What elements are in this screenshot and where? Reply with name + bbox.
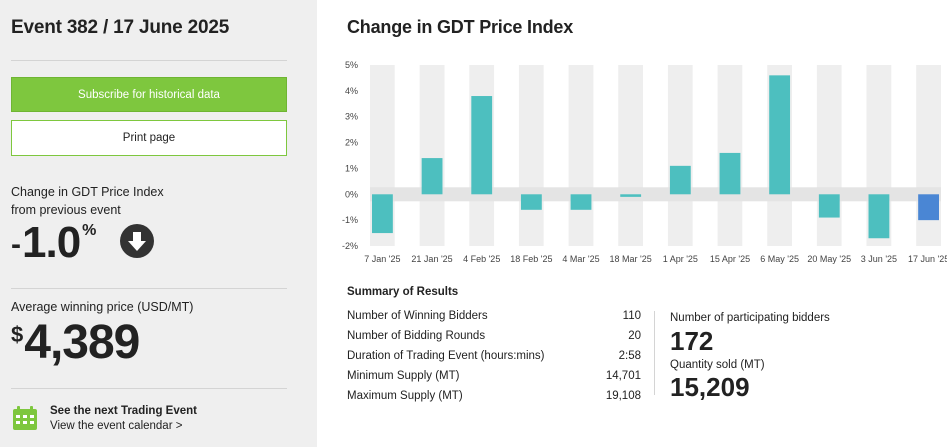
change-number: 1.0 [22,218,81,267]
summary-row: Number of Bidding Rounds 20 [347,330,641,350]
participating-bidders-value: 172 [670,326,714,356]
divider [11,288,287,289]
chart-bar [918,194,939,221]
chart-band [742,65,768,246]
change-label-line2: from previous event [11,203,121,217]
x-tick-label: 4 Mar '25 [562,254,599,264]
chart-band [543,65,569,246]
y-tick-label: 2% [345,138,358,148]
event-calendar-link[interactable]: View the event calendar > [50,420,183,432]
chart-bar [669,165,691,195]
chart-band [643,65,668,246]
x-tick-label: 6 May '25 [760,254,799,264]
price-label: Average winning price (USD/MT) [11,300,194,314]
y-tick-label: -2% [342,241,358,251]
participating-bidders-label: Number of participating bidders [670,312,830,324]
summary-row: Duration of Trading Event (hours:mins) 2… [347,350,641,370]
summary-table: Number of Winning Bidders 110 Number of … [347,310,641,410]
chart-band [593,65,619,246]
chart-bar [868,194,890,239]
zero-band [370,187,941,202]
x-tick-label: 15 Apr '25 [710,254,750,264]
chart-title: Change in GDT Price Index [347,17,574,37]
print-page-button[interactable]: Print page [11,120,287,156]
sidebar: Event 382 / 17 June 2025 Subscribe for h… [0,0,317,447]
summary-divider [654,311,655,395]
change-label: Change in GDT Price Index from previous … [11,183,211,219]
arrow-down-circle-icon [120,224,154,258]
chart-band [692,65,718,246]
next-event-title: See the next Trading Event [50,405,197,417]
chart-band [792,65,817,246]
chart-band [419,65,445,246]
y-tick-label: 1% [345,163,358,173]
summary-label: Duration of Trading Event (hours:mins) [347,350,545,362]
summary-title: Summary of Results [347,286,459,298]
chart-bar [372,194,393,234]
x-tick-label: 17 Jun '25 [908,254,947,264]
summary-label: Maximum Supply (MT) [347,390,463,402]
x-tick-label: 21 Jan '25 [411,254,452,264]
summary-value: 110 [622,310,641,322]
x-tick-label: 7 Jan '25 [364,254,400,264]
x-tick-label: 1 Apr '25 [663,254,698,264]
y-tick-label: 0% [345,189,358,199]
summary-row: Maximum Supply (MT) 19,108 [347,390,641,410]
summary-value: 20 [628,330,641,342]
subscribe-button[interactable]: Subscribe for historical data [11,77,287,112]
chart-bar [471,96,493,195]
quantity-sold-value: 15,209 [670,372,750,402]
chart-bar [570,194,592,210]
chart-bar [520,194,542,210]
summary-value: 19,108 [605,390,641,402]
calendar-icon [11,404,39,432]
chart-band [891,65,917,246]
chart-band [494,65,519,246]
y-tick-label: -1% [342,215,358,225]
chart-bar [421,158,443,195]
price-currency: $ [11,322,24,347]
divider [11,60,287,61]
x-tick-label: 3 Jun '25 [861,254,897,264]
chart-bar [769,75,791,195]
summary-label: Number of Bidding Rounds [347,330,486,342]
summary-value: 2:58 [618,350,641,362]
chart-band [394,65,420,246]
chart-bar [719,152,741,195]
quantity-sold-label: Quantity sold (MT) [670,359,765,371]
chart-band [667,65,693,246]
x-tick-label: 20 May '25 [807,254,851,264]
summary-row: Minimum Supply (MT) 14,701 [347,370,641,390]
y-tick-label: 3% [345,112,358,122]
change-label-line1: Change in GDT Price Index [11,185,164,199]
price-value: $ 4,389 [11,316,140,370]
event-title: Event 382 / 17 June 2025 [11,17,230,38]
chart-band [568,65,594,246]
divider [11,388,287,389]
summary-label: Number of Winning Bidders [347,310,488,322]
chart-bar [620,194,642,197]
change-value: - 1.0 % [11,218,96,268]
change-unit: % [82,222,97,239]
chart-band [816,65,842,246]
x-tick-label: 4 Feb '25 [463,254,500,264]
y-tick-label: 4% [345,86,358,96]
x-tick-label: 18 Feb '25 [510,254,552,264]
price-number: 4,389 [24,316,140,369]
x-tick-label: 18 Mar '25 [610,254,652,264]
summary-value: 14,701 [605,370,641,382]
chart-band [841,65,867,246]
y-tick-label: 5% [345,60,358,70]
change-sign: - [11,228,21,261]
summary-label: Minimum Supply (MT) [347,370,460,382]
summary-row: Number of Winning Bidders 110 [347,310,641,330]
chart-band [618,65,644,246]
price-index-chart: -2% -1% 0% 1% 2% 3% 4% 5% 7 Jan '25 21 Jan '25 4 F… [342,60,947,264]
chart-band [444,65,470,246]
chart-band [518,65,544,246]
chart-bar [818,194,840,218]
